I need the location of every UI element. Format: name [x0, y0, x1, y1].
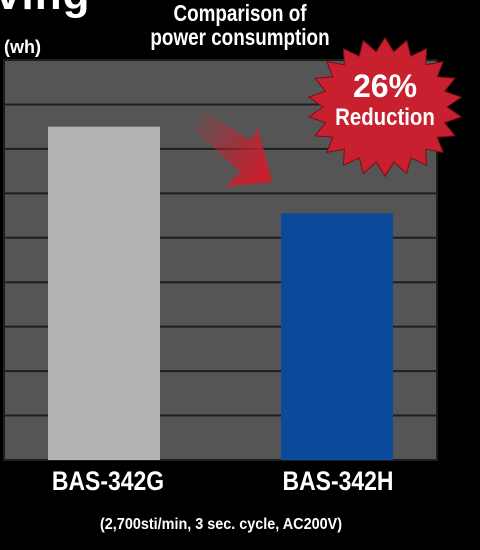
- chart-title-line-2: power consumption: [150, 24, 330, 50]
- reduction-percent-label: 26%: [353, 68, 417, 104]
- chart-title-line-1: Comparison of: [173, 0, 307, 26]
- y-axis-unit-label: (wh): [4, 37, 41, 57]
- clipped-heading: ving: [0, 0, 90, 20]
- plot-frame: [3, 59, 438, 461]
- x-tick-label-bas-342g: BAS-342G: [51, 466, 165, 496]
- x-tick-label-bas-342h: BAS-342H: [282, 466, 394, 496]
- bar-bas-342h: [281, 213, 393, 460]
- reduction-starburst: [307, 36, 463, 178]
- test-conditions-footnote: (2,700sti/min, 3 sec. cycle, AC200V): [100, 516, 343, 533]
- reduction-arrow: [192, 112, 272, 187]
- reduction-word-label: Reduction: [335, 103, 435, 130]
- bar-bas-342g: [48, 126, 160, 461]
